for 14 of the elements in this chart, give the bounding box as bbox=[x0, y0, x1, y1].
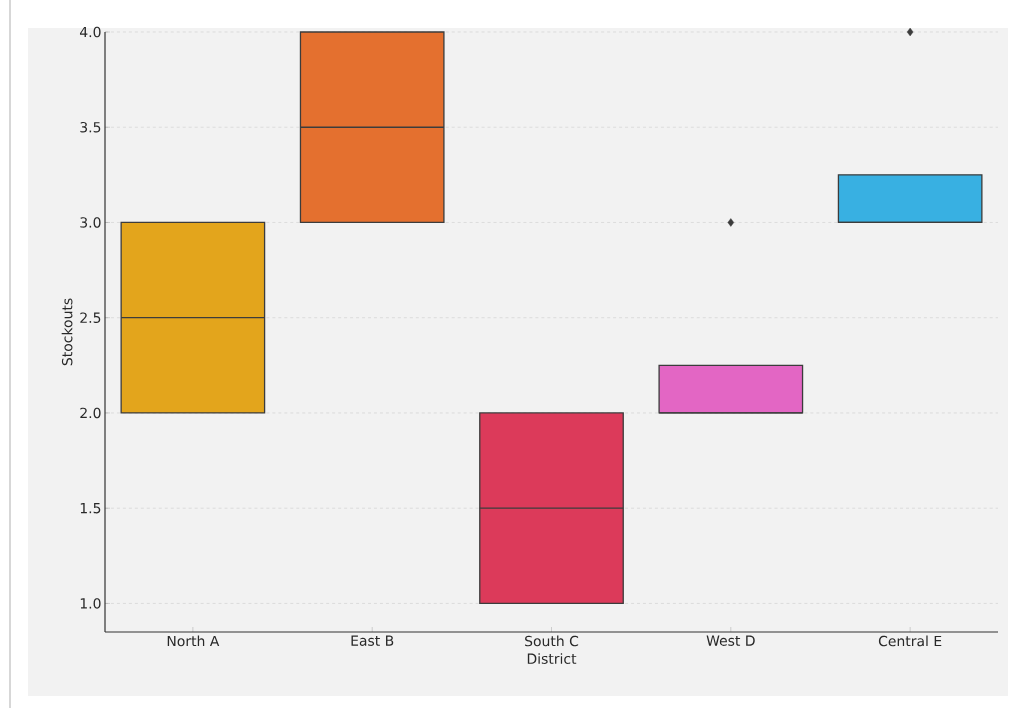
y-tick-label: 2.0 bbox=[80, 407, 101, 419]
x-tick-label: West D bbox=[706, 635, 755, 646]
x-tick-label: Central E bbox=[878, 635, 942, 647]
y-tick-label: 3.5 bbox=[80, 121, 101, 133]
y-tick-label: 3.0 bbox=[80, 217, 101, 228]
y-tick-label: 2.5 bbox=[80, 312, 101, 323]
y-tick-label: 1.0 bbox=[80, 598, 101, 609]
y-tick-label: 1.5 bbox=[80, 503, 101, 514]
y-axis-title: Stockouts bbox=[61, 298, 73, 366]
x-tick-label: South C bbox=[525, 635, 579, 647]
x-tick-label: East B bbox=[351, 635, 394, 646]
x-tick-label: North A bbox=[167, 635, 220, 647]
x-axis-title: District bbox=[527, 653, 577, 664]
y-tick-label: 4.0 bbox=[79, 26, 101, 38]
